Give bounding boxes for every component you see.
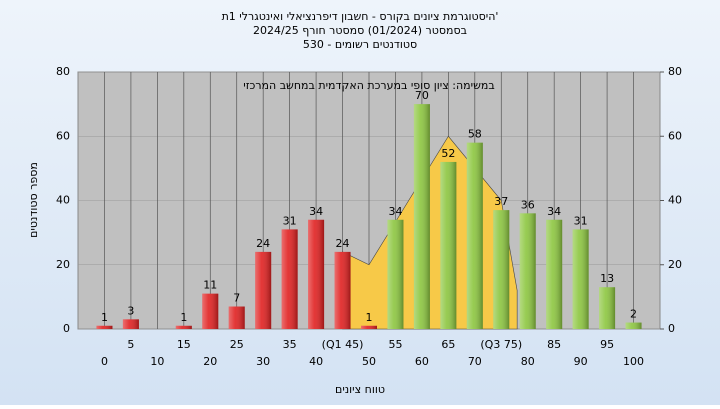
- data-label: 3: [127, 304, 134, 317]
- y-tick-label: 40: [56, 194, 70, 207]
- x-tick-label: 40: [309, 355, 323, 368]
- x-tick-label: 65: [441, 338, 455, 351]
- data-label: 13: [600, 272, 614, 285]
- y-tick-label: 80: [56, 65, 70, 78]
- data-label: 1: [366, 311, 373, 324]
- chart-subtitle: בסמסטר (01/2024) סמסטר חורף 2024/25: [253, 24, 467, 37]
- x-tick-label: 90: [574, 355, 588, 368]
- x-tick-label: 15: [177, 338, 191, 351]
- x-tick-label: 35: [283, 338, 297, 351]
- data-label: 7: [233, 292, 240, 305]
- y-tick-label: 60: [56, 129, 70, 142]
- y2-tick-label: 40: [668, 194, 682, 207]
- x-tick-label: 100: [623, 355, 644, 368]
- x-tick-label: 10: [150, 355, 164, 368]
- bar-shade: [413, 104, 430, 329]
- y2-tick-label: 80: [668, 65, 682, 78]
- data-label: 31: [283, 214, 297, 227]
- data-label: 31: [574, 214, 588, 227]
- data-label: 2: [630, 308, 637, 321]
- x-tick-label: 20: [203, 355, 217, 368]
- bar-shade: [519, 213, 536, 329]
- data-label: 36: [521, 198, 535, 211]
- y-tick-label: 0: [63, 322, 70, 335]
- data-label: 52: [441, 147, 455, 160]
- y2-tick-label: 20: [668, 258, 682, 271]
- bar-shade: [625, 322, 642, 329]
- data-label: 34: [309, 205, 323, 218]
- x-tick-label: (Q1 45): [322, 338, 364, 351]
- x-tick-label: 85: [547, 338, 561, 351]
- x-tick-label: 80: [521, 355, 535, 368]
- data-label: 24: [256, 237, 270, 250]
- bar-shade: [122, 319, 139, 329]
- x-tick-label: 60: [415, 355, 429, 368]
- chart-title: היסטוגרמת ציונים בקורס - חשבון דיפרנציאל…: [222, 10, 499, 23]
- x-tick-label: 55: [388, 338, 402, 351]
- x-tick-label: 50: [362, 355, 376, 368]
- bar-shade: [96, 325, 113, 329]
- bar-shade: [387, 219, 404, 329]
- bar-shade: [228, 306, 245, 329]
- bar-shade: [599, 287, 616, 329]
- data-label: 1: [101, 311, 108, 324]
- x-tick-label: 95: [600, 338, 614, 351]
- data-label: 37: [494, 195, 508, 208]
- bar-shade: [361, 325, 377, 329]
- x-tick-label: 25: [230, 338, 244, 351]
- data-label: 70: [415, 89, 429, 102]
- bar-shade: [334, 251, 351, 329]
- bar-shade: [546, 219, 563, 329]
- bar-shade: [255, 251, 272, 329]
- bar-shade: [572, 229, 589, 329]
- bar-shade: [466, 142, 483, 329]
- bar-shade: [440, 161, 457, 329]
- x-tick-label: 30: [256, 355, 270, 368]
- data-label: 34: [388, 205, 402, 218]
- data-label: 11: [203, 279, 217, 292]
- bar-shade: [175, 325, 192, 329]
- bar-shade: [308, 219, 325, 329]
- annotation: במשימה: ציון סופי במערכת האקדמית במחשב ה…: [243, 79, 494, 92]
- x-tick-label: 70: [468, 355, 482, 368]
- bar-shade: [281, 229, 298, 329]
- data-label: 1: [180, 311, 187, 324]
- y2-tick-label: 0: [668, 322, 675, 335]
- y-axis-label: מספר סטודנטים: [27, 162, 40, 238]
- bar-shade: [493, 210, 510, 329]
- chart-subtitle: 530 - סטודנטים רשומים: [303, 38, 417, 51]
- x-tick-label: 5: [127, 338, 134, 351]
- y2-tick-label: 60: [668, 129, 682, 142]
- x-tick-label: 0: [101, 355, 108, 368]
- y-tick-label: 20: [56, 258, 70, 271]
- data-label: 34: [547, 205, 561, 218]
- x-axis-label: טווח ציונים: [335, 383, 385, 396]
- data-label: 24: [336, 237, 350, 250]
- x-tick-label: (Q3 75): [480, 338, 522, 351]
- bar-shade: [202, 293, 219, 329]
- data-label: 58: [468, 128, 482, 141]
